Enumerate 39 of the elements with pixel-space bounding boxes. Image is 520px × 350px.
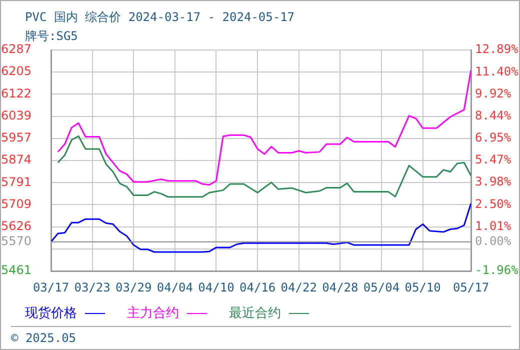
x-tick-label: 04/22 bbox=[280, 280, 317, 294]
y2-tick-label: 2.50% bbox=[475, 196, 512, 211]
legend-label: 最近合约 bbox=[229, 306, 281, 321]
y-tick-label: 5957 bbox=[1, 130, 32, 144]
x-tick-label: 04/10 bbox=[198, 280, 234, 294]
legend-label: 主力合约 bbox=[127, 306, 179, 321]
y-tick-label: 6205 bbox=[1, 64, 32, 78]
y2-tick-label: 8.44% bbox=[475, 108, 512, 122]
y-tick-label: 5461 bbox=[1, 263, 32, 278]
y2-tick-label: -1.96% bbox=[475, 263, 520, 278]
x-tick-label: 03/29 bbox=[116, 280, 152, 294]
x-tick-label: 05/04 bbox=[363, 280, 400, 294]
x-tick-label: 03/23 bbox=[74, 280, 110, 294]
y2-tick-label: 6.95% bbox=[475, 130, 512, 145]
legend-label: 现货价格 bbox=[25, 306, 77, 321]
y-tick-label: 5709 bbox=[1, 196, 32, 211]
x-tick-label: 04/04 bbox=[156, 280, 193, 294]
y-tick-label: 5791 bbox=[1, 174, 32, 189]
x-tick-label: 04/16 bbox=[239, 280, 276, 294]
y-tick-label: 5626 bbox=[1, 218, 32, 233]
x-tick-label: 05/10 bbox=[404, 280, 441, 294]
y2-tick-label: 9.92% bbox=[475, 86, 512, 100]
y2-tick-label: 5.47% bbox=[475, 152, 512, 167]
y2-tick-label: 3.98% bbox=[475, 174, 512, 189]
x-tick-label: 04/28 bbox=[322, 280, 358, 294]
y2-tick-label: 12.89% bbox=[475, 42, 520, 56]
y-tick-label: 5570 bbox=[1, 234, 32, 248]
y-tick-label: 5874 bbox=[1, 152, 32, 167]
x-tick-label: 05/17 bbox=[452, 280, 490, 294]
y-tick-label: 6039 bbox=[1, 108, 32, 122]
y2-tick-label: 1.01% bbox=[475, 218, 512, 233]
y-tick-label: 6287 bbox=[1, 42, 32, 56]
y2-tick-label: 0.00% bbox=[475, 234, 512, 248]
y-tick-label: 6122 bbox=[1, 86, 32, 100]
text: © 2025.05 bbox=[11, 331, 76, 345]
y2-tick-label: 11.40% bbox=[475, 64, 520, 78]
chart-subtitle: 牌号:SG5 bbox=[25, 28, 78, 44]
x-tick-label: 03/17 bbox=[32, 280, 70, 294]
chart-title: PVC 国内 综合价 2024-03-17 - 2024-05-17 bbox=[25, 9, 295, 26]
